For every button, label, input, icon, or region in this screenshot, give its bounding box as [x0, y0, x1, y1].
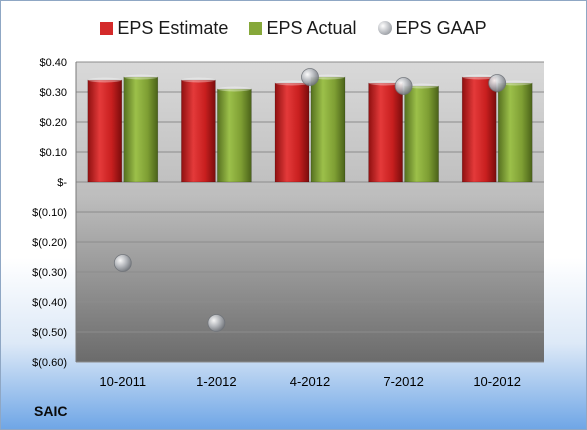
y-tick-label: $0.20 — [39, 117, 67, 129]
eps-actual-bar — [123, 76, 159, 183]
eps-estimate-bar-cap — [462, 74, 497, 80]
x-tick-label: 10-2012 — [473, 374, 521, 389]
eps-estimate-bar-cap — [275, 80, 309, 86]
legend-label-eps-actual: EPS Actual — [266, 17, 357, 38]
eps-actual-bar-cap — [498, 80, 533, 86]
eps-estimate-bar-cap — [181, 77, 216, 83]
eps-estimate-bar — [181, 79, 216, 183]
eps-estimate-bar — [461, 76, 497, 183]
eps-estimate-bar-cap — [368, 80, 403, 86]
x-tick-label: 4-2012 — [290, 374, 330, 389]
legend-swatch-eps-estimate — [100, 21, 114, 35]
legend-marker-eps-gaap — [377, 20, 392, 35]
eps-estimate-bar — [368, 82, 403, 183]
gridlines — [75, 61, 544, 363]
eps-estimate-bar — [274, 82, 310, 183]
eps-actual-bar-cap — [404, 83, 439, 89]
y-tick-label: $0.40 — [39, 57, 67, 69]
y-tick-label: $(0.30) — [32, 267, 67, 279]
eps-actual-bar-cap — [311, 74, 345, 80]
bars — [87, 74, 533, 183]
y-axis-labels: $0.40 $0.30 $0.20 $0.10 $- $(0.10) $(0.20) $(0.… — [32, 57, 67, 369]
eps-actual-bar-cap — [123, 74, 158, 80]
x-tick-label: 7-2012 — [383, 374, 423, 389]
legend-item-eps-estimate: EPS Estimate — [100, 18, 228, 39]
y-tick-label: $(0.50) — [32, 327, 67, 339]
eps-estimate-bar-cap — [87, 77, 122, 83]
x-tick-label: 1-2012 — [196, 374, 236, 389]
company-label: SAIC — [34, 403, 68, 419]
y-tick-label: $- — [57, 177, 67, 189]
legend-item-eps-gaap: EPS GAAP — [377, 17, 487, 39]
eps-gaap-marker — [488, 74, 507, 92]
eps-actual-bar — [404, 85, 439, 183]
eps-gaap-marker — [207, 314, 226, 332]
y-tick-label: $0.30 — [39, 87, 67, 99]
eps-gaap-marker — [301, 68, 319, 86]
eps-actual-bar-cap — [217, 86, 252, 92]
eps-actual-bar — [497, 82, 533, 183]
gaap-markers — [113, 68, 507, 332]
legend-label-eps-estimate: EPS Estimate — [117, 17, 229, 38]
legend-item-eps-actual: EPS Actual — [249, 17, 357, 39]
legend: EPS Estimate EPS Actual EPS GAAP — [1, 17, 586, 39]
eps-gaap-marker — [394, 77, 413, 95]
y-tick-label: $(0.10) — [32, 207, 67, 219]
x-axis-labels: 10-2011 1-2012 4-2012 7-2012 10-2012 — [99, 374, 521, 389]
eps-actual-bar — [310, 76, 346, 183]
y-tick-label: $0.10 — [39, 147, 67, 159]
eps-actual-bar — [217, 88, 252, 183]
eps-estimate-bar — [87, 79, 123, 183]
y-tick-label: $(0.40) — [32, 297, 67, 309]
y-tick-label: $(0.20) — [32, 237, 67, 249]
legend-label-eps-gaap: EPS GAAP — [395, 17, 487, 38]
y-tick-label: $(0.60) — [32, 357, 67, 369]
legend-swatch-eps-actual — [249, 21, 263, 35]
x-tick-label: 10-2011 — [99, 374, 146, 389]
eps-gaap-marker — [113, 254, 132, 272]
